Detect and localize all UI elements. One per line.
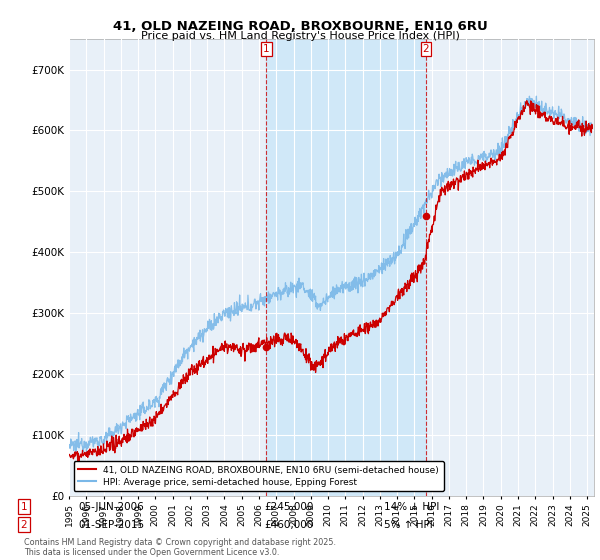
Text: 2: 2 bbox=[422, 44, 429, 54]
Bar bbox=[266, 39, 426, 496]
Text: £460,000: £460,000 bbox=[264, 520, 313, 530]
Legend: 41, OLD NAZEING ROAD, BROXBOURNE, EN10 6RU (semi-detached house), HPI: Average p: 41, OLD NAZEING ROAD, BROXBOURNE, EN10 6… bbox=[74, 461, 443, 491]
Text: 1: 1 bbox=[20, 502, 28, 512]
Text: 01-SEP-2015: 01-SEP-2015 bbox=[78, 520, 144, 530]
Text: 5% ↑ HPI: 5% ↑ HPI bbox=[384, 520, 433, 530]
Text: 41, OLD NAZEING ROAD, BROXBOURNE, EN10 6RU: 41, OLD NAZEING ROAD, BROXBOURNE, EN10 6… bbox=[113, 20, 487, 33]
Text: Contains HM Land Registry data © Crown copyright and database right 2025.
This d: Contains HM Land Registry data © Crown c… bbox=[24, 538, 336, 557]
Text: 1: 1 bbox=[263, 44, 270, 54]
Text: 05-JUN-2006: 05-JUN-2006 bbox=[78, 502, 144, 512]
Text: 14% ↓ HPI: 14% ↓ HPI bbox=[384, 502, 439, 512]
Text: 2: 2 bbox=[20, 520, 28, 530]
Text: Price paid vs. HM Land Registry's House Price Index (HPI): Price paid vs. HM Land Registry's House … bbox=[140, 31, 460, 41]
Text: £245,000: £245,000 bbox=[264, 502, 313, 512]
